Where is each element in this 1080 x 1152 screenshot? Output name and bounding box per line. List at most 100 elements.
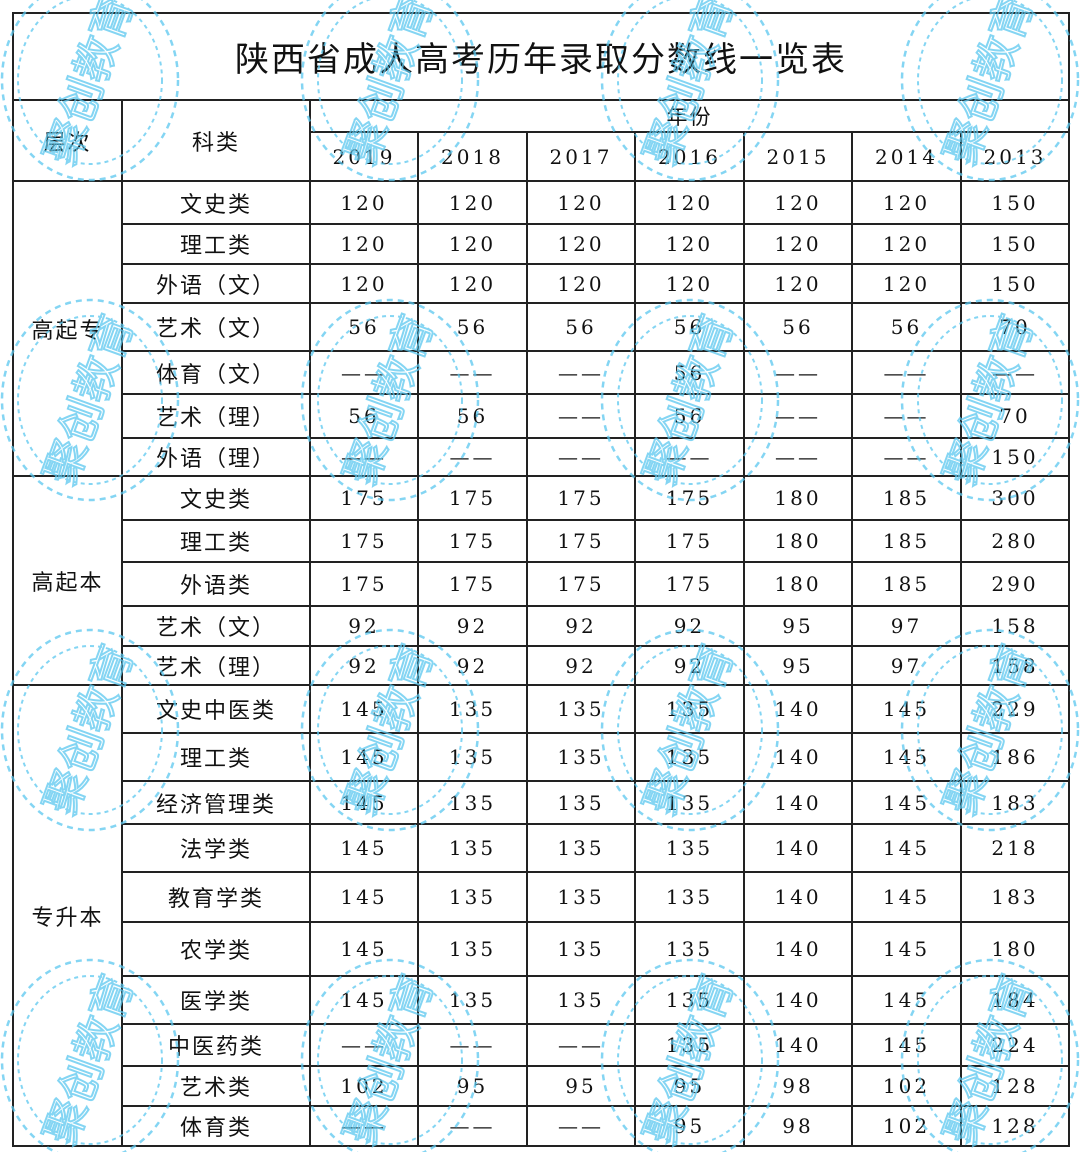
score-cell: 135 [634,921,745,977]
score-cell: 56 [417,302,528,352]
level-cell: 高起本 [12,475,123,686]
score-cell: —— [526,350,636,395]
score-cell: 92 [634,605,745,647]
score-cell: 120 [526,180,636,225]
subject-cell: 理工类 [121,519,311,563]
score-cell: 120 [526,263,636,304]
subject-cell: 文史类 [121,475,311,521]
table-row: 外语类 175 175 175 175 180 185 290 [13,561,1071,607]
score-table: 陕西省成人高考历年录取分数线一览表 层次 科类 年份 2019 2018 2017 2… [11,12,1071,1147]
score-cell: 140 [743,921,853,977]
score-cell: 140 [743,823,853,873]
score-cell: —— [417,350,528,395]
score-cell: 102 [851,1105,962,1147]
table-row: 艺术（文） 92 92 92 92 95 97 158 [13,605,1071,647]
score-cell: 92 [417,605,528,647]
score-cell: —— [634,437,745,477]
score-cell: —— [743,437,853,477]
subject-cell: 艺术（文） [121,302,311,352]
score-cell: 135 [417,975,528,1025]
score-cell: —— [417,1105,528,1147]
score-cell: —— [526,1023,636,1067]
header-subject: 科类 [121,99,311,182]
score-cell: 145 [309,975,419,1025]
header-year: 2019 [309,131,419,182]
table-row: 理工类 145 135 135 135 140 145 186 [13,732,1071,782]
score-cell: 70 [959,302,1071,352]
score-cell: 140 [743,780,853,825]
score-cell: 135 [526,823,636,873]
score-cell: 56 [634,350,745,395]
score-cell: 135 [417,823,528,873]
score-cell: 135 [417,780,528,825]
score-cell: 145 [309,780,419,825]
score-cell: 92 [309,605,419,647]
score-cell: 120 [417,223,528,265]
score-cell: 175 [309,519,419,563]
score-cell: 135 [634,975,745,1025]
score-cell: 56 [634,393,745,439]
score-cell: 120 [743,223,853,265]
score-cell: 95 [634,1065,745,1107]
subject-cell: 文史类 [121,180,311,225]
score-cell: 135 [417,921,528,977]
score-cell: 97 [851,645,962,686]
table-row: 高起本 文史类 175 175 175 175 180 185 300 [12,475,1071,686]
score-cell: 135 [634,871,745,923]
subject-cell: 教育学类 [121,871,311,923]
subject-cell: 体育（文） [121,350,311,395]
table-row: 艺术（文） 56 56 56 56 56 56 70 [13,302,1071,352]
score-cell: 95 [743,645,853,686]
header-year: 2013 [959,131,1071,182]
subject-cell: 体育类 [121,1105,311,1147]
score-cell: 175 [309,561,419,607]
subject-cell: 医学类 [121,975,311,1025]
score-cell: 175 [417,561,528,607]
score-cell: 135 [417,732,528,782]
score-cell: —— [309,350,419,395]
score-cell: 180 [743,561,853,607]
score-cell: 229 [959,684,1071,734]
score-cell: 175 [526,561,636,607]
subject-cell: 理工类 [121,223,311,265]
score-cell: —— [851,350,962,395]
score-cell: 92 [634,645,745,686]
table-row: 医学类 145 135 135 135 140 145 184 [13,975,1071,1025]
score-cell: 180 [959,921,1071,977]
score-cell: 145 [851,823,962,873]
subject-cell: 农学类 [121,921,311,977]
score-cell: 140 [743,684,853,734]
score-cell: 175 [526,519,636,563]
score-cell: 186 [959,732,1071,782]
subject-cell: 外语（理） [121,437,311,477]
subject-cell: 艺术（理） [121,645,311,686]
score-cell: 140 [743,975,853,1025]
score-cell: 56 [309,302,419,352]
score-cell: 98 [743,1065,853,1107]
score-cell: 120 [743,263,853,304]
table-row: 艺术（理） 92 92 92 92 95 97 158 [13,645,1071,686]
score-cell: 102 [851,1065,962,1107]
score-cell: 95 [526,1065,636,1107]
score-cell: 135 [526,780,636,825]
score-cell: 56 [526,302,636,352]
subject-cell: 艺术类 [121,1065,311,1107]
header-level: 层次 [12,99,123,182]
score-cell: 145 [309,823,419,873]
score-cell: 135 [417,684,528,734]
table-row: 艺术（理） 56 56 —— 56 —— —— 70 [13,393,1071,439]
level-cell: 专升本 [12,684,123,1147]
score-cell: 120 [417,263,528,304]
table-row: 中医药类 —— —— —— 135 140 145 224 [13,1023,1071,1067]
score-cell: 145 [851,975,962,1025]
score-cell: 145 [851,684,962,734]
score-cell: 56 [743,302,853,352]
score-cell: 224 [959,1023,1071,1067]
score-cell: 120 [634,263,745,304]
score-cell: 92 [309,645,419,686]
score-cell: —— [526,437,636,477]
score-cell: 120 [417,180,528,225]
subject-cell: 艺术（理） [121,393,311,439]
score-cell: 180 [743,519,853,563]
score-cell: 135 [526,732,636,782]
